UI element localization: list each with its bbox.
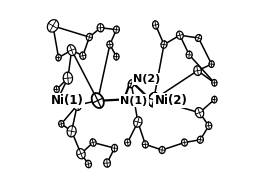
Ellipse shape xyxy=(67,45,76,56)
Ellipse shape xyxy=(63,72,73,84)
Ellipse shape xyxy=(107,41,113,48)
Ellipse shape xyxy=(134,117,142,127)
Ellipse shape xyxy=(80,52,86,59)
Ellipse shape xyxy=(212,80,217,86)
Ellipse shape xyxy=(114,53,119,60)
Ellipse shape xyxy=(90,139,96,146)
Ellipse shape xyxy=(148,93,159,107)
Ellipse shape xyxy=(73,100,81,110)
Ellipse shape xyxy=(67,126,76,137)
Ellipse shape xyxy=(77,149,85,159)
Ellipse shape xyxy=(195,108,204,118)
Ellipse shape xyxy=(196,35,202,42)
Ellipse shape xyxy=(85,160,91,168)
Text: N(1): N(1) xyxy=(120,96,147,105)
Ellipse shape xyxy=(92,93,104,108)
Ellipse shape xyxy=(86,33,92,41)
Ellipse shape xyxy=(197,136,203,143)
Ellipse shape xyxy=(47,20,58,32)
Ellipse shape xyxy=(113,26,119,33)
Ellipse shape xyxy=(125,139,131,146)
Ellipse shape xyxy=(206,122,212,130)
Text: Ni(2): Ni(2) xyxy=(155,94,187,107)
Ellipse shape xyxy=(54,98,59,105)
Ellipse shape xyxy=(56,54,61,61)
Ellipse shape xyxy=(54,86,59,93)
Ellipse shape xyxy=(186,51,192,58)
Ellipse shape xyxy=(142,141,148,148)
Ellipse shape xyxy=(128,80,134,88)
Ellipse shape xyxy=(181,139,187,146)
Ellipse shape xyxy=(59,121,64,127)
Ellipse shape xyxy=(153,21,159,29)
Ellipse shape xyxy=(104,159,110,167)
Ellipse shape xyxy=(97,24,104,32)
Ellipse shape xyxy=(121,96,127,104)
Text: N(2): N(2) xyxy=(133,74,160,84)
Ellipse shape xyxy=(194,66,201,76)
Ellipse shape xyxy=(159,146,165,154)
Ellipse shape xyxy=(177,31,183,39)
Ellipse shape xyxy=(209,61,214,67)
Text: Ni(1): Ni(1) xyxy=(51,94,84,107)
Ellipse shape xyxy=(161,41,167,48)
Ellipse shape xyxy=(212,96,217,103)
Ellipse shape xyxy=(112,144,118,152)
